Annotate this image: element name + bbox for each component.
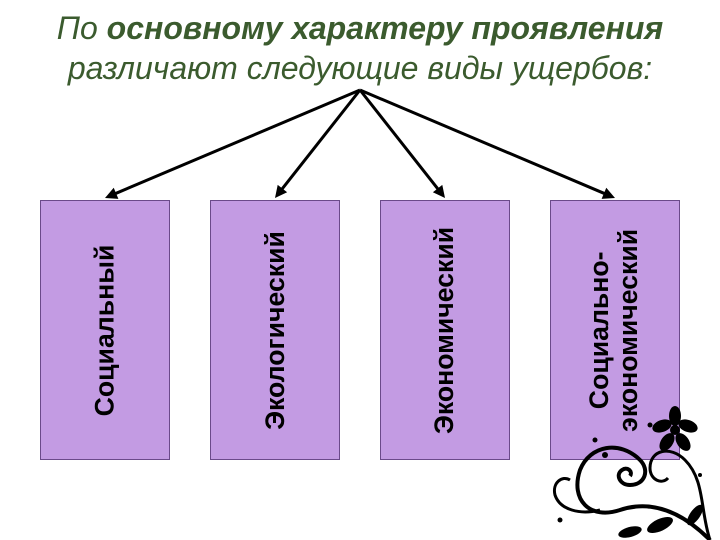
category-label: Экономический xyxy=(430,226,461,433)
arrows-svg xyxy=(0,80,720,210)
title-line-1: По основному характеру проявления xyxy=(0,10,720,47)
title-bold: основному характеру проявления xyxy=(107,10,664,46)
category-box: Социальный xyxy=(40,200,170,460)
floral-decoration-icon xyxy=(500,360,720,540)
title-prefix: По xyxy=(57,10,107,46)
category-label: Социальный xyxy=(90,244,121,416)
category-box: Экономический xyxy=(380,200,510,460)
category-label: Экологический xyxy=(260,231,291,430)
category-box: Экологический xyxy=(210,200,340,460)
